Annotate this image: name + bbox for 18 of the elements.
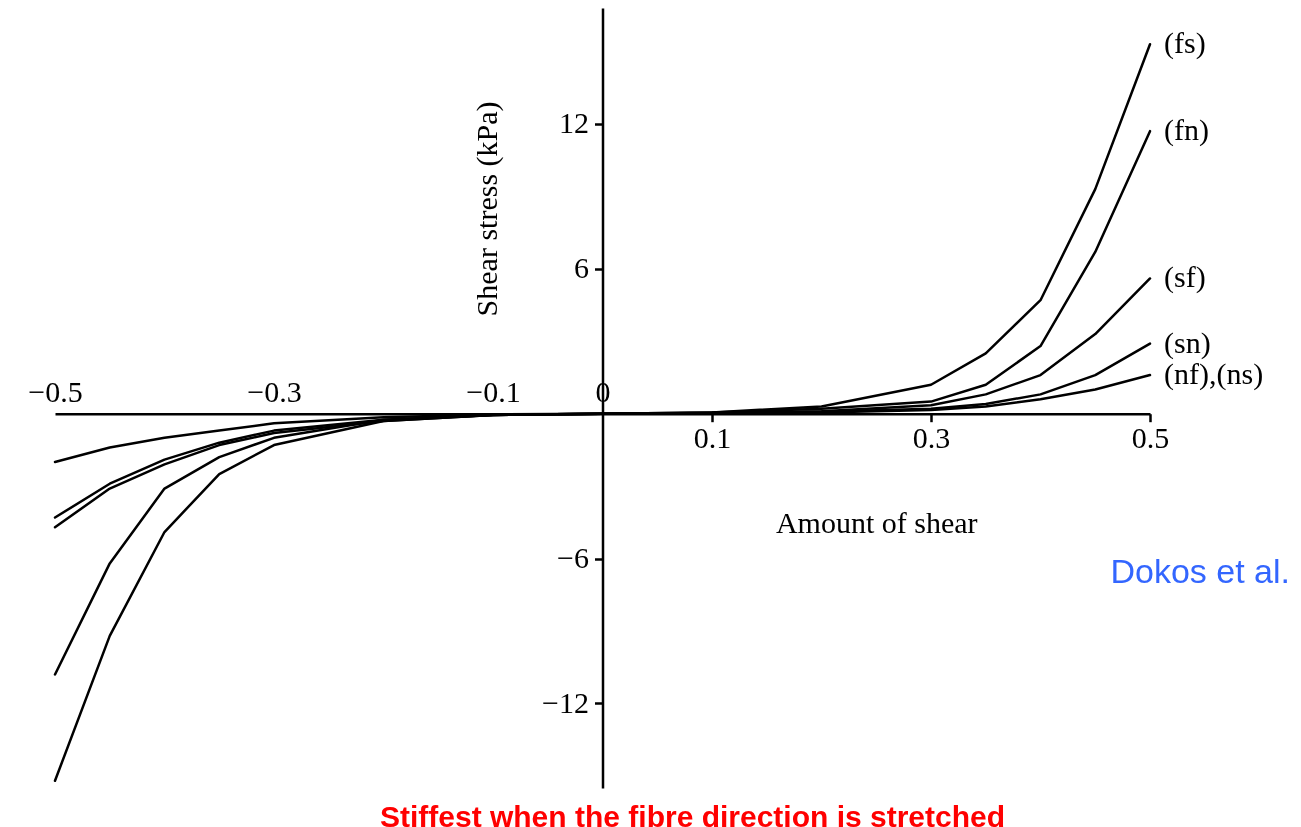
x2-tick-label: −0.3 <box>247 375 302 409</box>
x2-tick-label: −0.5 <box>28 375 83 409</box>
y-tick-label: 12 <box>559 106 589 140</box>
y-tick-label: −12 <box>542 685 589 719</box>
y-axis-title: Shear stress (kPa) <box>470 101 504 317</box>
x-axis-title: Amount of shear <box>775 506 978 540</box>
text: Stiffest when the fibre direction is stretched <box>379 800 1006 827</box>
series-label: (sn) <box>1164 325 1211 360</box>
x-tick-label: 0.3 <box>912 421 951 455</box>
annotation: Dokos et al. <box>1110 552 1290 591</box>
series-label: (fs) <box>1164 26 1206 61</box>
series-label: (sf) <box>1164 260 1206 295</box>
y-tick-label: −6 <box>557 541 589 575</box>
y-tick-label: 6 <box>574 251 589 285</box>
x2-tick-label: −0.1 <box>466 375 521 409</box>
x-tick-label: 0.5 <box>1131 421 1170 455</box>
series-label: (fn) <box>1164 113 1209 148</box>
x-tick-label: 0.1 <box>693 421 732 455</box>
